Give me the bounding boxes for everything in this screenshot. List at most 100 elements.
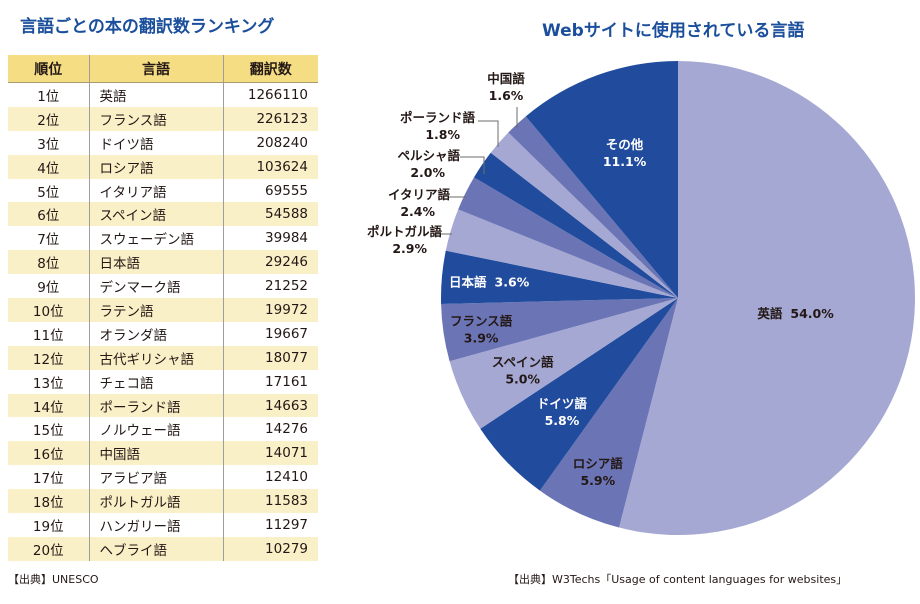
slice-label-value: 54.0% (790, 306, 834, 321)
table-row: 2位 フランス語 226123 (8, 106, 318, 131)
language-cell: アラビア語 (89, 465, 224, 490)
language-cell: ポーランド語 (89, 393, 224, 418)
table-row: 1位 英語 1266110 (8, 82, 318, 107)
table-row: 11位 オランダ語 19667 (8, 321, 318, 346)
slice-label-name: 日本語 (449, 274, 487, 289)
language-cell: フランス語 (89, 106, 224, 131)
pie-slice (445, 209, 678, 298)
slice-label-name: ポルトガル語 (367, 224, 443, 239)
slice-label-value: 3.6% (495, 274, 530, 289)
count-cell: 54588 (223, 202, 318, 227)
language-cell: スペイン語 (89, 202, 224, 227)
pie-slice (525, 61, 678, 298)
language-cell: ドイツ語 (89, 130, 224, 155)
ranking-title: 言語ごとの本の翻訳数ランキング (20, 17, 275, 37)
slice-label-value: 5.0% (505, 372, 540, 387)
slice-label-value: 2.9% (392, 241, 427, 256)
rank-cell: 5位 (8, 178, 90, 203)
rank-cell: 3位 (8, 130, 90, 155)
count-cell: 11297 (265, 516, 308, 533)
table-row: 6位 スペイン語 54588 (8, 202, 318, 227)
pie-slice (480, 298, 678, 491)
rank-cell: 17位 (8, 465, 90, 490)
pie-slice (508, 116, 678, 298)
table-row: 8位 日本語 29246 (8, 250, 318, 275)
rank-cell: 16位 (8, 441, 90, 466)
header-language: 言語 (89, 55, 224, 83)
table-row: 16位 中国語 14071 (8, 441, 318, 466)
language-cell: 英語 (89, 82, 224, 107)
language-cell: ラテン語 (89, 298, 224, 322)
count-cell: 39984 (265, 230, 308, 247)
count-cell: 19972 (223, 298, 318, 322)
count-cell: 14071 (223, 441, 318, 466)
slice-label-value: 5.9% (580, 473, 615, 488)
table-row: 18位 ポルトガル語 11583 (8, 489, 318, 514)
table-row: 9位 デンマーク語 21252 (8, 274, 318, 299)
slice-label-value: 2.0% (410, 165, 445, 180)
rank-cell: 10位 (8, 298, 90, 322)
table-row: 7位 スウェーデン語 39984 (8, 226, 318, 251)
header-rank: 順位 (8, 55, 90, 83)
rank-cell: 20位 (8, 536, 90, 561)
rank-cell: 12位 (8, 345, 90, 370)
pie-slice (458, 177, 678, 298)
slice-label-name: フランス語 (450, 313, 513, 328)
leader-line (478, 120, 499, 147)
count-cell: 19667 (265, 325, 308, 342)
count-cell: 11583 (223, 489, 318, 514)
pie-slice (441, 250, 678, 304)
rank-cell: 1位 (8, 82, 90, 107)
slice-label-name: ポーランド語 (400, 110, 476, 125)
language-cell: 中国語 (89, 441, 224, 466)
rank-cell: 4位 (8, 154, 90, 179)
count-cell: 10279 (223, 536, 318, 561)
count-cell: 103624 (223, 154, 318, 179)
table-row: 19位 ハンガリー語 11297 (8, 513, 318, 537)
translation-ranking-table: 順位 言語 翻訳数 1位 英語 1266110 2位 フランス語 226123 3位 ドイツ語… (8, 55, 318, 561)
ranking-source: 【出典】UNESCO (8, 573, 99, 586)
language-cell: 古代ギリシャ語 (89, 345, 224, 370)
rank-cell: 2位 (8, 106, 90, 131)
slice-label-name: ペルシャ語 (397, 148, 460, 163)
language-cell: ハンガリー語 (89, 513, 224, 537)
count-cell: 29246 (223, 250, 318, 275)
table-row: 13位 チェコ語 17161 (8, 369, 318, 394)
language-cell: ポルトガル語 (89, 489, 224, 514)
language-cell: オランダ語 (89, 321, 224, 346)
slice-label-name: 英語 (757, 306, 783, 321)
count-cell: 226123 (223, 106, 318, 131)
rank-cell: 8位 (8, 250, 90, 275)
pie-source: 【出典】W3Techs「Usage of content languages f… (508, 573, 848, 586)
pie-slice (474, 152, 678, 298)
slice-label-value: 1.6% (489, 88, 524, 103)
pie-title: Webサイトに使用されている言語 (542, 21, 805, 41)
language-cell: ヘブライ語 (89, 536, 224, 561)
rank-cell: 9位 (8, 274, 90, 299)
table-row: 5位 イタリア語 69555 (8, 178, 318, 203)
table-header-row: 順位 言語 翻訳数 (8, 55, 318, 83)
language-cell: ロシア語 (89, 154, 224, 179)
rank-cell: 13位 (8, 369, 90, 394)
table-row: 20位 ヘブライ語 10279 (8, 536, 318, 561)
slice-label-name: その他 (606, 137, 644, 152)
slice-label-name: ドイツ語 (537, 396, 588, 411)
slice-label-value: 3.9% (464, 330, 499, 345)
pie-slice (619, 61, 916, 536)
slice-label-value: 1.8% (425, 127, 460, 142)
pie-slice (441, 298, 678, 362)
count-cell: 1266110 (247, 86, 308, 103)
table-row: 17位 アラビア語 12410 (8, 465, 318, 490)
rank-cell: 11位 (8, 321, 90, 346)
language-cell: イタリア語 (89, 178, 224, 203)
language-cell: スウェーデン語 (89, 226, 224, 251)
slice-label-value: 2.4% (400, 204, 435, 219)
table-row: 10位 ラテン語 19972 (8, 298, 318, 322)
count-cell: 208240 (256, 134, 308, 151)
language-cell: 日本語 (89, 250, 224, 275)
rank-cell: 14位 (8, 393, 90, 418)
slice-label-name: 中国語 (487, 71, 525, 86)
language-cell: デンマーク語 (89, 274, 224, 299)
pie-slice (539, 298, 678, 528)
